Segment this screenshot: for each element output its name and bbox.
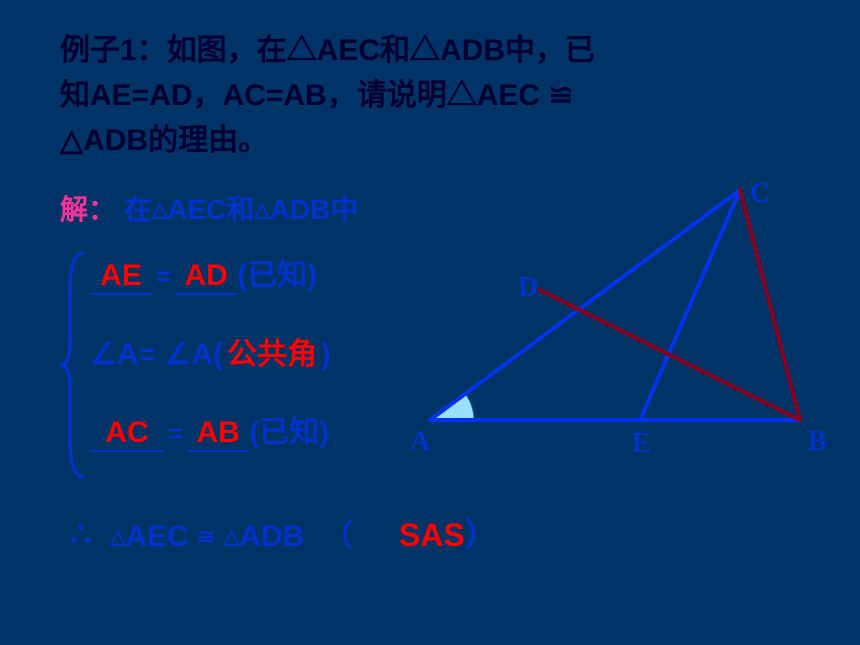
solution-intro: 解： 在△AEC和△ADB中 (60, 188, 358, 228)
problem-line-3: △ADB的理由。 (60, 118, 800, 163)
vertex-b: B (808, 426, 827, 458)
reason-3: (已知) (249, 407, 329, 451)
jie-label: 解： (60, 194, 116, 225)
blank-ac: AC (90, 416, 164, 452)
proof-line-2: ∠A= ∠A( 公共角 ) (90, 329, 430, 373)
congruent-icon: ≅ (197, 524, 215, 549)
reason-1: (已知) (237, 250, 317, 294)
proof-line-1: AE = AD (已知) (90, 250, 430, 295)
vertex-e: E (632, 428, 651, 460)
reason-common-angle: 公共角 (227, 329, 317, 373)
therefore-icon: ∴ (70, 516, 92, 554)
blank-ad: AD (175, 259, 237, 295)
blank-ae: AE (90, 259, 152, 295)
problem-statement: 例子1：如图，在△AEC和△ADB中，已 知AE=AD，AC=AB，请说明△AE… (60, 28, 800, 163)
triangle-diagram: A B C D E (390, 170, 830, 470)
conclusion: ∴ △AEC ≅ △ADB （ SAS） (70, 510, 497, 556)
vertex-d: D (518, 272, 538, 304)
proof-line-3: AC = AB (已知) (90, 407, 430, 452)
vertex-a: A (410, 426, 430, 458)
solution-intro-body: 在△AEC和△ADB中 (124, 194, 359, 225)
problem-line-1: 例子1：如图，在△AEC和△ADB中，已 (60, 28, 800, 73)
proof-block: AE = AD (已知) ∠A= ∠A( 公共角 ) AC = AB (已知) (90, 250, 430, 452)
left-brace-icon (56, 250, 90, 480)
sas-reason: SAS (399, 517, 465, 553)
vertex-c: C (750, 178, 770, 210)
problem-line-2: 知AE=AD，AC=AB，请说明△AEC ≌ (60, 73, 800, 118)
diagram-svg (390, 170, 830, 470)
blank-ab: AB (187, 416, 249, 452)
